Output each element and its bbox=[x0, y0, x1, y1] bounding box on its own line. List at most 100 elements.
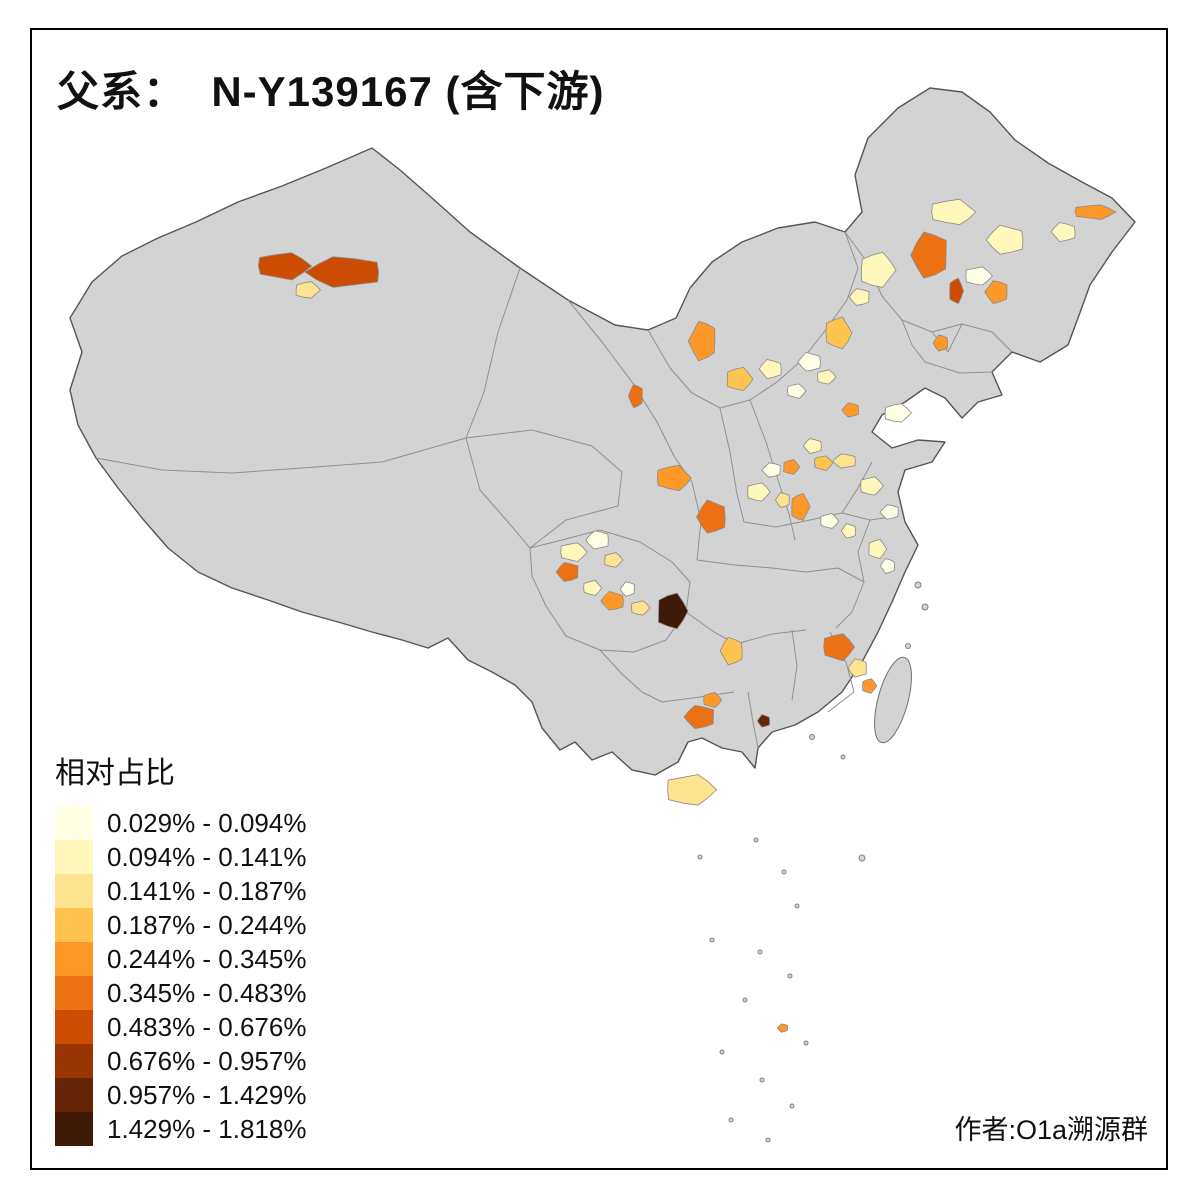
map-region bbox=[910, 231, 947, 279]
taiwan-island bbox=[874, 656, 912, 744]
legend-label: 0.141% - 0.187% bbox=[107, 875, 307, 906]
map-region bbox=[600, 590, 624, 611]
map-region bbox=[726, 366, 754, 391]
legend-item: 0.483% - 0.676% bbox=[55, 1010, 306, 1044]
map-region bbox=[787, 383, 807, 399]
legend-swatch bbox=[55, 874, 93, 908]
map-region bbox=[560, 542, 588, 563]
legend-swatch bbox=[55, 1010, 93, 1044]
map-region bbox=[817, 369, 837, 385]
map-region bbox=[848, 288, 870, 306]
map-region bbox=[832, 453, 856, 469]
map-region bbox=[802, 438, 822, 454]
map-region bbox=[1050, 222, 1076, 243]
legend-label: 0.187% - 0.244% bbox=[107, 909, 307, 940]
map-region bbox=[932, 334, 948, 352]
map-region bbox=[797, 351, 821, 372]
map-region bbox=[791, 492, 811, 521]
attribution: 作者:O1a溯源群 bbox=[954, 1115, 1148, 1145]
map-region bbox=[683, 705, 715, 730]
map-region bbox=[555, 562, 579, 582]
map-region bbox=[657, 592, 689, 630]
legend-swatch bbox=[55, 1044, 93, 1078]
legend-swatch bbox=[55, 942, 93, 976]
map-region bbox=[257, 252, 313, 281]
map-region bbox=[985, 224, 1024, 255]
legend-label: 0.957% - 1.429% bbox=[107, 1079, 307, 1110]
map-region bbox=[847, 658, 867, 678]
legend-item: 0.957% - 1.429% bbox=[55, 1078, 306, 1112]
map-region bbox=[667, 774, 718, 806]
china-mainland bbox=[69, 87, 1136, 776]
legend-label: 0.094% - 0.141% bbox=[107, 841, 307, 872]
map-region bbox=[861, 251, 897, 288]
map-region bbox=[931, 198, 977, 226]
legend-label: 1.429% - 1.818% bbox=[107, 1113, 307, 1144]
legend-label: 0.483% - 0.676% bbox=[107, 1011, 307, 1042]
map-region bbox=[687, 321, 716, 362]
map-region bbox=[656, 464, 692, 492]
map-region bbox=[840, 523, 857, 539]
province-borders bbox=[95, 231, 1013, 749]
map-region bbox=[756, 714, 771, 728]
legend-item: 0.029% - 0.094% bbox=[55, 806, 306, 840]
map-region bbox=[703, 692, 723, 708]
legend-swatch bbox=[55, 976, 93, 1010]
map-region bbox=[879, 504, 899, 520]
map-region bbox=[696, 499, 726, 534]
map-region bbox=[884, 403, 913, 423]
map-region bbox=[820, 513, 840, 529]
legend-swatch bbox=[55, 908, 93, 942]
map-region bbox=[719, 636, 743, 666]
legend-item: 0.345% - 0.483% bbox=[55, 976, 306, 1010]
map-region bbox=[862, 678, 878, 694]
map-region bbox=[747, 482, 771, 502]
map-region bbox=[604, 552, 624, 568]
legend-item: 0.094% - 0.141% bbox=[55, 840, 306, 874]
map-region bbox=[619, 581, 635, 597]
map-region bbox=[1074, 204, 1117, 220]
map-region bbox=[583, 580, 603, 596]
map-region bbox=[304, 256, 380, 288]
page-title: 父系： N-Y139167 (含下游) bbox=[57, 68, 605, 115]
legend-item: 0.141% - 0.187% bbox=[55, 874, 306, 908]
legend-swatch bbox=[55, 1112, 93, 1146]
map-legend: 相对占比 0.029% - 0.094% 0.094% - 0.141% 0.141… bbox=[55, 748, 306, 1146]
legend-item: 0.676% - 0.957% bbox=[55, 1044, 306, 1078]
legend-title: 相对占比 bbox=[55, 757, 175, 790]
small-islands bbox=[697, 581, 929, 1143]
legend-item: 1.429% - 1.818% bbox=[55, 1112, 306, 1146]
islands bbox=[697, 581, 929, 1143]
legend-swatch bbox=[55, 840, 93, 874]
legend-item: 0.244% - 0.345% bbox=[55, 942, 306, 976]
map-region bbox=[823, 633, 855, 662]
map-region bbox=[761, 462, 781, 478]
map-region bbox=[295, 281, 322, 299]
legend-label: 0.029% - 0.094% bbox=[107, 807, 307, 838]
legend-swatch bbox=[55, 806, 93, 840]
map-region bbox=[868, 539, 888, 559]
map-region bbox=[860, 476, 884, 496]
map-region bbox=[585, 530, 609, 550]
map-region bbox=[631, 600, 651, 616]
legend-item: 0.187% - 0.244% bbox=[55, 908, 306, 942]
map-region bbox=[965, 266, 993, 286]
legend-label: 0.676% - 0.957% bbox=[107, 1045, 307, 1076]
colored-regions bbox=[257, 198, 1117, 1033]
map-region bbox=[783, 459, 800, 475]
map-region bbox=[841, 402, 859, 418]
map-region bbox=[776, 1023, 789, 1033]
map-region bbox=[825, 316, 853, 350]
map-region bbox=[758, 359, 782, 380]
map-region bbox=[628, 383, 643, 409]
legend-items: 0.029% - 0.094% 0.094% - 0.141% 0.141% - 0… bbox=[55, 806, 306, 1146]
map-region bbox=[775, 492, 790, 508]
legend-label: 0.345% - 0.483% bbox=[107, 977, 307, 1008]
map-region bbox=[984, 280, 1008, 304]
legend-label: 0.244% - 0.345% bbox=[107, 943, 307, 974]
map-region bbox=[814, 455, 834, 471]
legend-swatch bbox=[55, 1078, 93, 1112]
map-region bbox=[880, 558, 895, 574]
